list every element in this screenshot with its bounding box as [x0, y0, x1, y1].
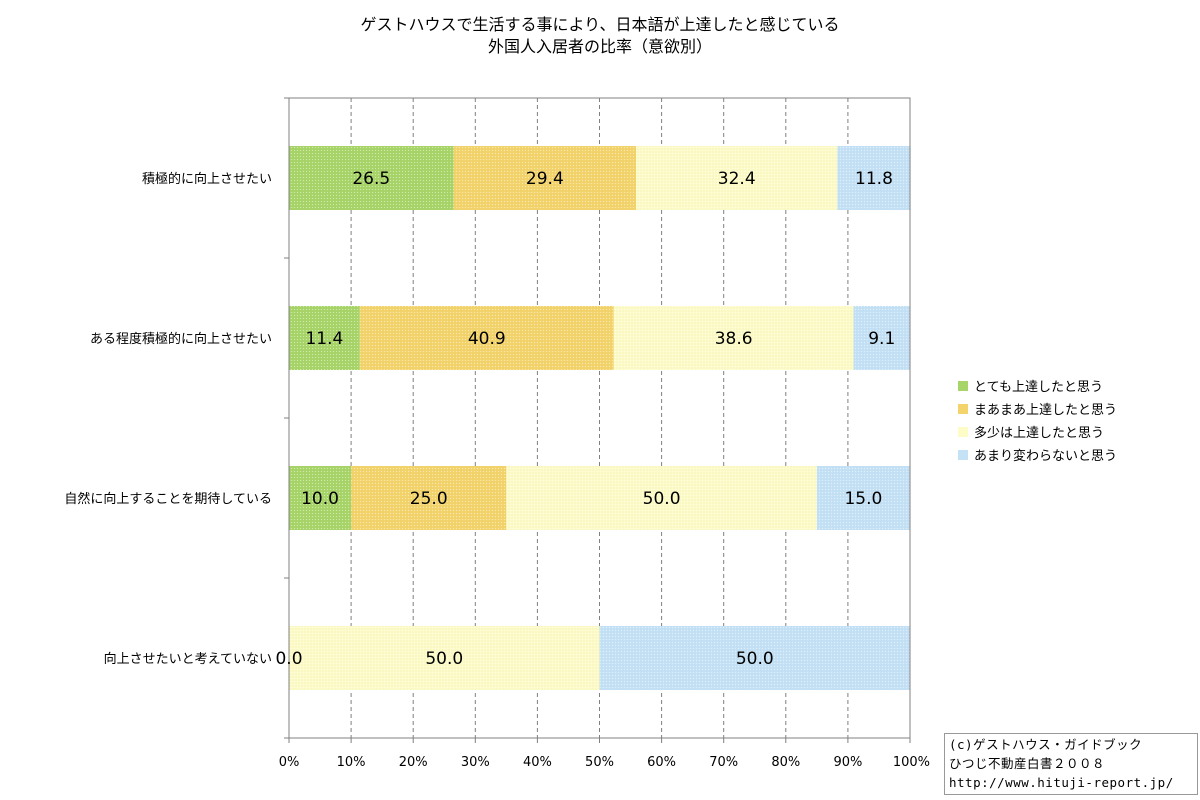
- data-label: 11.8: [855, 169, 893, 189]
- legend-swatch: [958, 403, 968, 414]
- bar-segment: [289, 466, 352, 530]
- bar-segment: [853, 306, 910, 370]
- legend-label: まあまあ上達したと思う: [974, 403, 1118, 418]
- axes: [284, 97, 911, 743]
- data-label: 11.4: [305, 329, 343, 349]
- bar-segment: [351, 466, 507, 530]
- bar-segment: [613, 306, 854, 370]
- data-label: 10.0: [301, 489, 339, 509]
- bars: [289, 146, 911, 690]
- data-label: 29.4: [526, 169, 564, 189]
- bar-segment: [599, 626, 910, 690]
- legend-label: あまり変わらないと思う: [974, 449, 1118, 464]
- bar-segment: [289, 306, 360, 370]
- chart-title-line-2: 外国人入居者の比率（意欲別）: [487, 37, 712, 56]
- x-tick-label: 60%: [647, 755, 676, 770]
- x-tick-label: 20%: [399, 755, 428, 770]
- legend-item: あまり変わらないと思う: [958, 443, 1117, 466]
- data-label: 50.0: [425, 649, 463, 669]
- legend: とても上達したと思う まあまあ上達したと思う 多少は上達したと思う あまり変わらないと…: [958, 374, 1117, 466]
- data-label: 50.0: [736, 649, 774, 669]
- chart-title: ゲストハウスで生活する事により、日本語が上達したと感じている 外国人入居者の比率…: [0, 14, 1200, 58]
- x-tick-label: 90%: [833, 755, 862, 770]
- chart-title-line-1: ゲストハウスで生活する事により、日本語が上達したと感じている: [360, 15, 840, 34]
- legend-label: 多少は上達したと思う: [974, 426, 1105, 441]
- data-label: 0.0: [275, 649, 302, 669]
- x-tick-label: 70%: [709, 755, 738, 770]
- bar-segment: [816, 466, 910, 530]
- x-tick-label: 30%: [461, 755, 490, 770]
- data-label: 15.0: [844, 489, 882, 509]
- legend-label: とても上達したと思う: [974, 380, 1103, 395]
- category-label: 向上させたいと考えていない: [104, 651, 272, 667]
- bar-segment: [453, 146, 637, 210]
- legend-swatch: [958, 380, 968, 391]
- data-label: 38.6: [715, 329, 753, 349]
- bar-segment: [636, 146, 838, 210]
- category-label: 積極的に向上させたい: [142, 171, 272, 187]
- x-tick-label: 80%: [771, 755, 800, 770]
- legend-swatch: [958, 449, 968, 460]
- data-label: 26.5: [352, 169, 390, 189]
- credit-line-2: ひつじ不動産白書２００８: [949, 756, 1106, 771]
- data-label: 32.4: [718, 169, 756, 189]
- credit-box: (c)ゲストハウス・ガイドブック ひつじ不動産白書２００８ http://www…: [944, 733, 1198, 795]
- bar-segment: [506, 466, 817, 530]
- category-label: 自然に向上することを期待している: [64, 491, 272, 507]
- x-tick-label: 40%: [523, 755, 552, 770]
- bar-segment: [837, 146, 911, 210]
- data-label: 25.0: [410, 489, 448, 509]
- data-label: 9.1: [868, 329, 895, 349]
- bar-segment: [289, 626, 600, 690]
- legend-swatch: [958, 426, 968, 437]
- legend-item: 多少は上達したと思う: [958, 420, 1117, 443]
- bar-segment: [289, 146, 454, 210]
- credit-line-1: (c)ゲストハウス・ガイドブック: [949, 737, 1143, 752]
- data-label: 50.0: [643, 489, 681, 509]
- legend-item: とても上達したと思う: [958, 374, 1117, 397]
- category-label: ある程度積極的に向上させたい: [90, 331, 272, 347]
- legend-item: まあまあ上達したと思う: [958, 397, 1117, 420]
- x-tick-label: 10%: [337, 755, 366, 770]
- credit-line-3: http://www.hituji-report.jp/: [949, 775, 1174, 790]
- x-tick-label: 0%: [279, 755, 300, 770]
- x-tick-label: 100%: [893, 755, 930, 770]
- x-tick-label: 50%: [585, 755, 614, 770]
- labels: 26.5 29.4 32.4 11.8 積極的に向上させたい 11.4 40.9 38.6 9.…: [64, 169, 930, 770]
- data-label: 40.9: [468, 329, 506, 349]
- bar-segment: [359, 306, 614, 370]
